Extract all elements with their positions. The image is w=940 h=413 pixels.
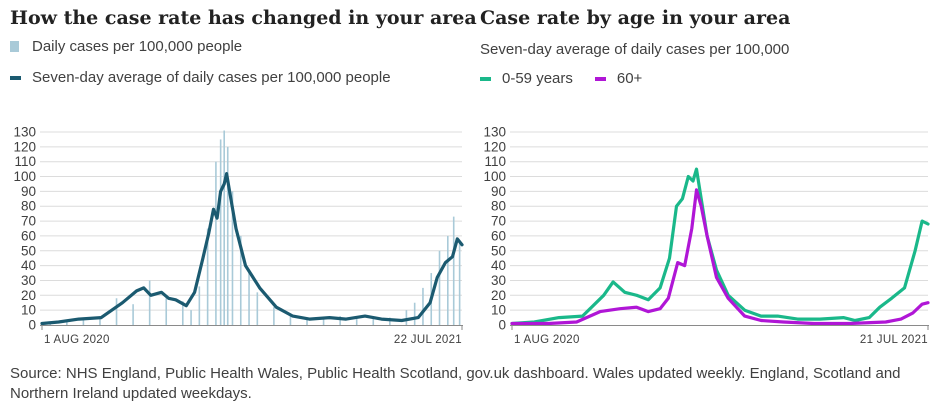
daily-case-bar (239, 235, 242, 325)
daily-case-bar (372, 319, 375, 325)
y-tick-label: 40 (21, 258, 36, 273)
y-tick-label: 60 (491, 228, 506, 243)
y-tick-label: 20 (491, 288, 506, 303)
right-chart-panel: Case rate by age in your area Seven-day … (470, 0, 940, 362)
age-0-59-line (510, 167, 930, 326)
y-tick-label: 120 (483, 139, 506, 154)
y-tick-label: 0 (498, 318, 506, 333)
daily-case-bar (99, 316, 101, 325)
right-chart-title: Case rate by age in your area (480, 7, 791, 29)
x-end-label: 22 JUL 2021 (394, 334, 462, 346)
y-tick-label: 130 (13, 125, 36, 140)
daily-case-bar (132, 304, 134, 325)
y-tick-label: 100 (483, 169, 506, 184)
y-tick-label: 90 (491, 184, 506, 199)
y-tick-label: 70 (491, 214, 506, 229)
y-tick-label: 100 (13, 169, 36, 184)
old-swatch-icon (594, 76, 606, 81)
legend-young-label: 0-59 years (502, 70, 573, 87)
y-tick-label: 90 (21, 184, 36, 199)
daily-case-bar (306, 317, 308, 325)
daily-case-bar (181, 301, 184, 325)
daily-case-bar (226, 146, 229, 325)
y-tick-label: 30 (21, 273, 36, 288)
y-tick-label: 0 (28, 318, 36, 333)
y-tick-label: 110 (484, 154, 506, 169)
legend-daily-label: Daily cases per 100,000 people (32, 38, 243, 55)
y-tick-label: 110 (14, 154, 36, 169)
legend-item-young: 0-59 years (480, 70, 573, 87)
age-60-plus-line (510, 188, 930, 326)
y-tick-label: 40 (491, 258, 506, 273)
legend-item-old: 60+ (594, 70, 643, 87)
daily-case-bar (355, 319, 358, 325)
daily-case-bar (339, 316, 341, 325)
y-tick-label: 30 (491, 273, 506, 288)
y-tick-label: 130 (483, 125, 506, 140)
daily-case-bar (82, 319, 85, 325)
x-start-label: 1 AUG 2020 (44, 334, 110, 346)
daily-case-bar (215, 161, 217, 325)
legend-average-label: Seven-day average of daily cases per 100… (32, 69, 391, 86)
daily-case-bar (219, 139, 222, 325)
daily-case-bar (389, 317, 391, 325)
daily-case-bar (248, 273, 250, 325)
daily-case-bar (223, 130, 225, 325)
y-tick-label: 20 (21, 288, 36, 303)
bar-swatch-icon (10, 41, 19, 52)
y-tick-label: 10 (491, 303, 506, 318)
y-tick-label: 120 (13, 139, 36, 154)
daily-case-bar (66, 320, 68, 325)
daily-case-bar (231, 191, 234, 325)
daily-case-bar (198, 286, 201, 325)
seven-day-average-line (40, 171, 464, 326)
y-tick-label: 70 (21, 214, 36, 229)
y-tick-label: 80 (491, 199, 506, 214)
daily-case-bar (206, 228, 209, 325)
legend-seven-day-average: Seven-day average of daily cases per 100… (10, 69, 391, 86)
y-tick-label: 80 (21, 199, 36, 214)
line-swatch-icon (10, 75, 21, 80)
legend-daily-cases: Daily cases per 100,000 people (10, 38, 242, 55)
y-tick-label: 50 (21, 243, 36, 258)
daily-case-bar (273, 307, 275, 325)
sources-note: Source: NHS England, Public Health Wales… (10, 365, 901, 402)
daily-case-bar (256, 292, 259, 325)
right-chart-legend: 0-59 years 60+ (480, 70, 664, 87)
daily-case-bar (422, 287, 424, 325)
daily-case-bar (413, 302, 416, 325)
x-end-label: 21 JUL 2021 (860, 334, 928, 346)
daily-case-bar (148, 280, 151, 325)
left-chart-title: How the case rate has changed in your ar… (10, 7, 477, 29)
daily-case-bar (322, 317, 325, 325)
right-chart-subtitle: Seven-day average of daily cases per 100… (480, 41, 790, 58)
y-tick-label: 10 (21, 303, 36, 318)
y-tick-label: 50 (491, 243, 506, 258)
daily-case-bar (458, 243, 461, 325)
daily-case-bar (447, 235, 449, 325)
legend-old-label: 60+ (616, 70, 643, 87)
daily-case-bar (438, 250, 441, 325)
daily-case-bar (190, 310, 192, 325)
daily-case-bar (405, 310, 408, 325)
daily-case-bar (115, 298, 118, 325)
daily-case-bar (289, 316, 292, 325)
left-chart-panel: How the case rate has changed in your ar… (0, 0, 477, 362)
young-swatch-icon (480, 76, 491, 81)
x-start-label: 1 AUG 2020 (514, 334, 580, 346)
y-tick-label: 60 (21, 228, 36, 243)
daily-case-bar (165, 298, 168, 325)
daily-case-bar (452, 216, 455, 325)
